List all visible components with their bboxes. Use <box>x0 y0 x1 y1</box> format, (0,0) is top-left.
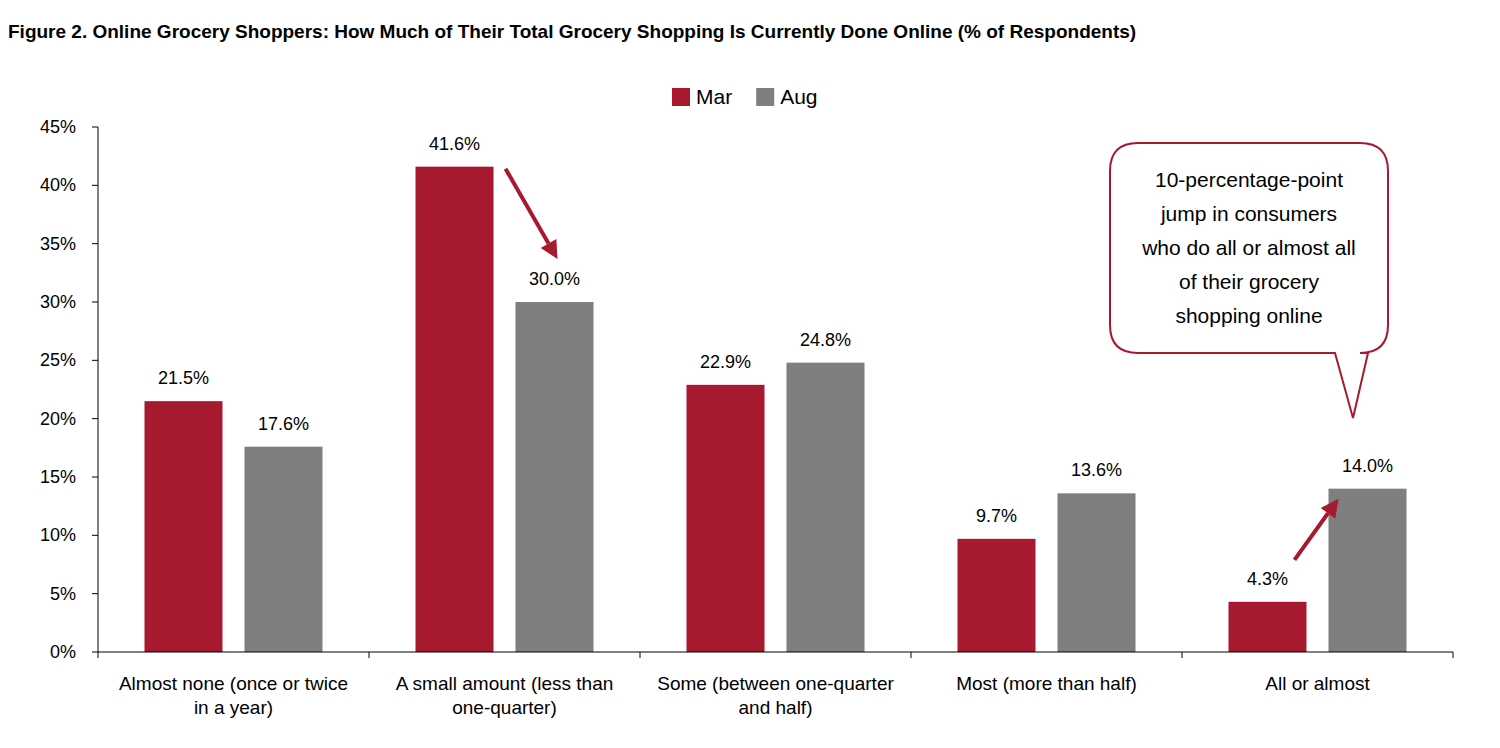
data-label: 13.6% <box>1071 460 1122 480</box>
callout: 10-percentage-point jump in consumers who … <box>1110 143 1388 418</box>
legend-swatch <box>756 88 774 106</box>
x-tick-label: Almost none (once or twice in a year) <box>119 673 348 718</box>
bar <box>416 167 494 652</box>
x-separator <box>98 652 99 658</box>
data-label: 14.0% <box>1342 456 1393 476</box>
x-tick-label-line: Some (between one-quarter <box>657 673 894 694</box>
chart: Figure 2. Online Grocery Shoppers: How M… <box>0 0 1500 748</box>
y-tick-label: 0% <box>50 642 76 662</box>
x-separator <box>369 652 370 658</box>
x-tick-label-line: in a year) <box>194 697 273 718</box>
legend: Mar Aug <box>672 85 818 108</box>
annotation-line: jump in consumers <box>1160 202 1337 225</box>
y-tick-label: 45% <box>40 117 76 137</box>
arrow-head <box>1321 499 1339 519</box>
x-separator <box>911 652 912 658</box>
annotation: 10-percentage-point jump in consumers who … <box>1141 168 1356 327</box>
legend-label: Aug <box>780 85 817 108</box>
x-tick-label: A small amount (less than one-quarter) <box>396 673 614 718</box>
x-separator <box>1453 652 1454 658</box>
bar <box>1329 489 1407 652</box>
bar <box>516 302 594 652</box>
bar <box>958 539 1036 652</box>
x-tick-label: Most (more than half) <box>956 673 1137 694</box>
x-tick-label: Some (between one-quarter and half) <box>657 673 894 718</box>
y-tick <box>92 243 98 244</box>
y-tick <box>92 360 98 361</box>
arrow-head <box>541 239 558 259</box>
bar <box>1229 602 1307 652</box>
x-tick-label: All or almost <box>1265 673 1370 694</box>
y-tick-label: 40% <box>40 175 76 195</box>
annotation-line: who do all or almost all <box>1141 236 1356 259</box>
data-label: 4.3% <box>1247 569 1288 589</box>
annotation-line: of their grocery <box>1179 270 1320 293</box>
bar <box>245 447 323 652</box>
bar <box>1058 493 1136 652</box>
y-tick <box>92 535 98 536</box>
y-tick <box>92 127 98 128</box>
title: Figure 2. Online Grocery Shoppers: How M… <box>8 21 1136 42</box>
bar <box>687 385 765 652</box>
y-tick-label: 25% <box>40 350 76 370</box>
data-label: 17.6% <box>258 414 309 434</box>
legend-label: Mar <box>696 85 732 108</box>
y-tick <box>92 652 98 653</box>
annotation-line: 10-percentage-point <box>1155 168 1343 191</box>
legend-swatch <box>672 88 690 106</box>
bar <box>145 401 223 652</box>
x-tick-label-line: one-quarter) <box>452 697 557 718</box>
y-tick <box>92 418 98 419</box>
x-tick-label-line: Most (more than half) <box>956 673 1137 694</box>
y-tick-label: 15% <box>40 467 76 487</box>
arrow-shaft <box>1295 513 1328 560</box>
y-tick-label: 35% <box>40 234 76 254</box>
annotation-line: shopping online <box>1175 304 1322 327</box>
arrow-shaft <box>506 169 549 244</box>
y-tick <box>92 477 98 478</box>
x-separator <box>640 652 641 658</box>
data-label: 24.8% <box>800 330 851 350</box>
x-separator <box>1182 652 1183 658</box>
callout-box <box>1110 143 1388 418</box>
bar <box>787 363 865 652</box>
y-tick-label: 20% <box>40 409 76 429</box>
y-tick-label: 5% <box>50 584 76 604</box>
arrow <box>506 169 558 259</box>
x-tick-label-line: Almost none (once or twice <box>119 673 348 694</box>
y-tick <box>92 593 98 594</box>
y-tick-label: 30% <box>40 292 76 312</box>
y-tick <box>92 185 98 186</box>
x-tick-label-line: and half) <box>739 697 813 718</box>
x-axis <box>98 652 1453 653</box>
y-tick-label: 10% <box>40 525 76 545</box>
arrow <box>1295 499 1339 560</box>
y-tick <box>92 302 98 303</box>
bars <box>145 167 1407 652</box>
x-tick-label-line: A small amount (less than <box>396 673 614 694</box>
data-label: 22.9% <box>700 352 751 372</box>
data-label: 30.0% <box>529 269 580 289</box>
data-label: 41.6% <box>429 134 480 154</box>
x-tick-label-line: All or almost <box>1265 673 1370 694</box>
data-label: 21.5% <box>158 368 209 388</box>
data-labels: 21.5% 41.6% 22.9% 9.7% 4.3% 17.6% 30.0% 24.8% 13… <box>158 134 1393 589</box>
y-axis <box>98 127 99 652</box>
data-label: 9.7% <box>976 506 1017 526</box>
